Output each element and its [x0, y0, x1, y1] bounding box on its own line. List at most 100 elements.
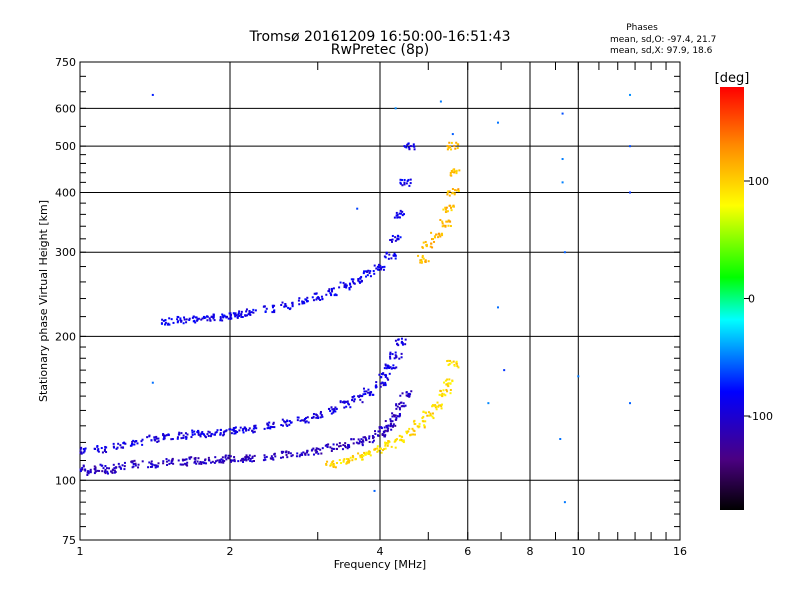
data-point [251, 460, 254, 463]
data-point [281, 418, 284, 421]
data-point [387, 442, 390, 445]
data-point [361, 458, 364, 461]
data-point [273, 426, 276, 429]
data-point [225, 458, 228, 461]
data-point [330, 462, 333, 465]
data-point [364, 437, 367, 440]
data-point [332, 447, 335, 450]
data-point [422, 420, 425, 423]
data-point [345, 400, 348, 403]
data-point [374, 386, 377, 389]
data-point [360, 275, 363, 278]
data-point [404, 343, 407, 346]
y-tick-label: 200 [55, 330, 76, 343]
data-point [413, 422, 416, 425]
data-point [154, 439, 157, 442]
data-point [111, 471, 114, 474]
data-point [358, 281, 361, 284]
data-point [197, 431, 200, 434]
data-point [383, 367, 386, 370]
data-point [79, 451, 82, 454]
data-point [349, 283, 352, 286]
data-point [383, 448, 386, 451]
data-point [232, 427, 235, 430]
data-point [134, 464, 137, 467]
data-point [234, 432, 237, 435]
data-point [395, 211, 398, 214]
data-point [377, 430, 380, 433]
data-point [379, 267, 382, 270]
data-point [281, 451, 284, 454]
data-point [291, 305, 294, 308]
data-point [403, 213, 406, 216]
data-point [162, 433, 165, 436]
data-point [110, 470, 113, 473]
data-point [273, 309, 276, 312]
data-point [457, 366, 460, 369]
data-point [331, 290, 334, 293]
data-point [447, 382, 450, 385]
data-point [197, 457, 200, 460]
data-point [363, 270, 366, 273]
data-point [330, 293, 333, 296]
data-point [284, 303, 287, 306]
data-point [186, 464, 189, 467]
data-point [444, 224, 447, 227]
data-point [334, 293, 337, 296]
data-point [171, 438, 174, 441]
data-point [252, 459, 255, 462]
data-point [444, 379, 447, 382]
data-point [297, 416, 300, 419]
data-point [387, 365, 390, 368]
data-point [401, 340, 404, 343]
data-point [255, 427, 258, 430]
data-point [379, 264, 382, 267]
data-point [384, 441, 387, 444]
data-point [403, 405, 406, 408]
data-point [385, 424, 388, 427]
data-point [212, 317, 215, 320]
data-point [398, 413, 401, 416]
data-point [100, 447, 103, 450]
data-point [220, 461, 223, 464]
y-tick-label: 750 [55, 56, 76, 69]
data-point [406, 143, 409, 146]
data-point [291, 303, 294, 306]
data-point [413, 430, 416, 433]
data-point [104, 472, 107, 475]
data-point [439, 218, 442, 221]
data-point [405, 182, 408, 185]
data-point [359, 394, 362, 397]
data-point [453, 170, 456, 173]
data-point [446, 390, 449, 393]
data-point [349, 285, 352, 288]
data-point [133, 443, 136, 446]
data-point [106, 470, 109, 473]
data-point [440, 232, 443, 235]
data-point [151, 465, 154, 468]
data-point [402, 402, 405, 405]
data-point [219, 428, 222, 431]
data-point [350, 438, 353, 441]
data-point [328, 288, 331, 291]
data-point [244, 427, 247, 430]
data-point [339, 400, 342, 403]
data-point [345, 462, 348, 465]
data-point [86, 473, 89, 476]
data-point [321, 415, 324, 418]
data-point [437, 232, 440, 235]
colorbar-gradient [720, 87, 744, 510]
data-point [93, 465, 96, 468]
data-point [288, 423, 291, 426]
data-point [361, 439, 364, 442]
data-point [150, 460, 153, 463]
data-point [371, 434, 374, 437]
data-point [132, 439, 135, 442]
data-point [229, 313, 232, 316]
data-point [81, 468, 84, 471]
data-point [298, 455, 301, 458]
data-point [272, 421, 275, 424]
data-point [391, 353, 394, 356]
data-point [245, 429, 248, 432]
data-point [238, 429, 241, 432]
